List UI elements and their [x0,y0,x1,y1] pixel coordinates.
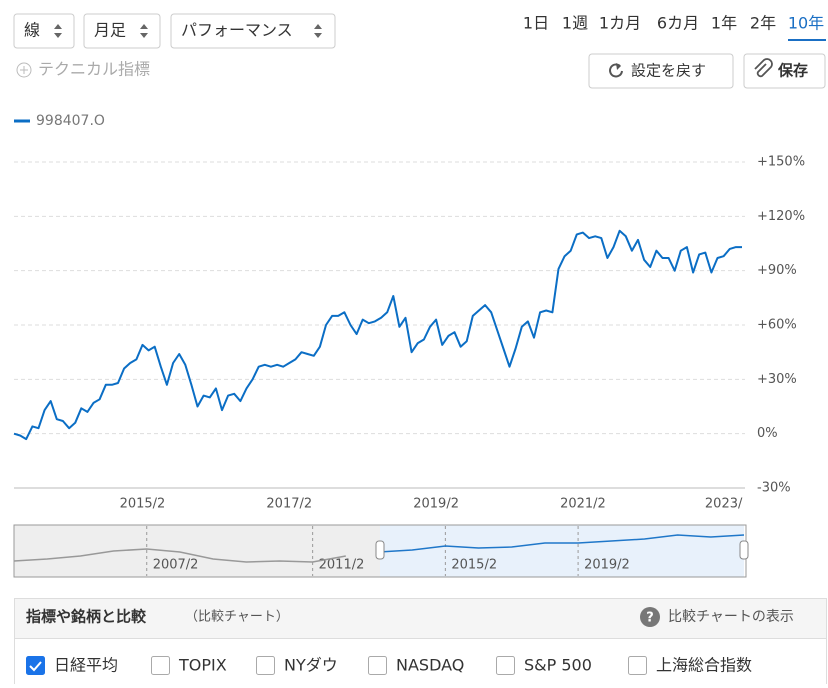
period-tab[interactable]: 1カ月 [599,14,641,33]
period-tab[interactable]: 1週 [562,14,588,33]
checkbox[interactable] [368,656,387,675]
x-tick-label: 2023/ [705,497,743,512]
y-tick-label: +90% [757,263,797,278]
navigator-handle[interactable] [739,540,749,560]
dropdown[interactable] [13,13,75,49]
dropdown-arrows [54,24,322,38]
price-line [13,229,742,441]
x-tick-label: 2017/2 [266,497,312,512]
period-tab[interactable]: 1日 [523,14,549,33]
legend-label: 998407.O [36,113,105,129]
period-tab[interactable]: 1年 [711,14,737,33]
period-tabs: 1日 1週 1カ月 6カ月 1年 2年 10年 [523,14,826,41]
add-icon [16,62,32,78]
checkmark [29,661,42,672]
help-icon[interactable] [640,607,660,627]
dropdown-label: パフォーマンス [181,21,293,40]
navigator-line [378,534,745,553]
dropdown-label: 月足 [94,21,126,40]
y-tick-label: +120% [757,209,805,224]
navigator-line [13,548,346,563]
checkbox-label[interactable]: 日経平均 [54,656,118,675]
add-icon [20,66,28,74]
dropdown-label: 線 [24,21,40,40]
navigator-handle[interactable] [375,540,385,560]
navigator-tick-label: 2019/2 [584,558,630,573]
checkbox[interactable] [628,656,647,675]
reset-icon [616,63,621,70]
clip-icon [754,58,773,78]
checkbox-label[interactable]: TOPIX [178,656,227,675]
y-tick-label: -30% [757,481,791,496]
checkbox-label[interactable]: NASDAQ [396,656,464,675]
checkbox-label[interactable]: 上海総合指数 [656,656,752,675]
checkbox[interactable] [151,656,170,675]
save-button[interactable] [743,53,826,89]
x-tick-label: 2021/2 [560,497,606,512]
dropdown[interactable] [170,13,336,49]
navigator-unselected [14,525,380,577]
compare-subtitle: （比較チャート） [185,610,289,625]
x-tick-label: 2019/2 [413,497,459,512]
y-tick-label: +150% [757,155,805,170]
period-tab[interactable]: 2年 [750,14,776,33]
navigator-tick-label: 2007/2 [153,558,199,573]
help-icon-glyph: ? [646,611,654,626]
reset-label: 設定を戻す [631,62,706,80]
navigator-tick-label: 2011/2 [319,558,365,573]
compare-options: 日経平均 TOPIX NYダウ NASDAQ S&P 500 上海総合指数 [26,656,752,675]
reset-button[interactable] [588,53,734,89]
dropdown[interactable] [83,13,161,49]
period-tab[interactable]: 10年 [788,14,824,33]
technical-link[interactable]: テクニカル指標 [38,60,150,79]
compare-title: 指標や銘柄と比較 [26,608,147,626]
compare-header [15,599,826,638]
checkbox[interactable] [496,656,515,675]
y-tick-label: +30% [757,372,797,387]
y-tick-label: +60% [757,318,797,333]
navigator-tick-label: 2015/2 [451,558,497,573]
period-tab[interactable]: 6カ月 [657,14,699,33]
help-link[interactable]: 比較チャートの表示 [668,609,794,625]
checkbox-label[interactable]: NYダウ [284,656,338,675]
save-label: 保存 [777,62,808,80]
navigator: 2007/2 2011/2 2015/2 2019/2 [13,526,745,576]
y-tick-label: 0% [757,426,778,441]
checkbox[interactable] [256,656,275,675]
checkbox-label[interactable]: S&P 500 [524,656,592,675]
x-tick-label: 2015/2 [120,497,166,512]
navigator-selection[interactable] [380,525,744,577]
checkbox[interactable] [26,656,45,675]
